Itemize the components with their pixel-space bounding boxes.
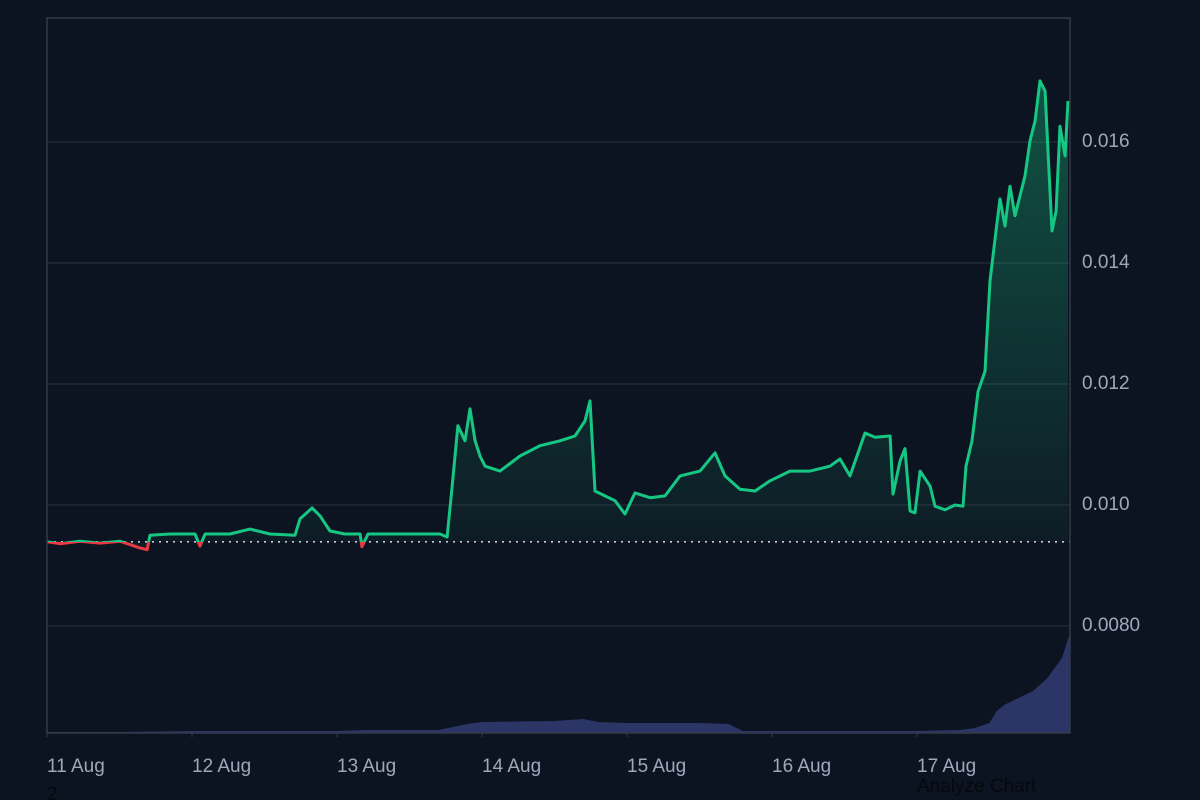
price-line <box>46 79 1070 552</box>
y-tick-label: 0.012 <box>1082 373 1130 394</box>
x-tick-label: 16 Aug <box>772 756 831 777</box>
y-tick-label: 0.010 <box>1082 494 1130 515</box>
x-tick-label: 17 Aug <box>917 756 976 777</box>
x-tick-label: 13 Aug <box>337 756 396 777</box>
y-tick-label: 0.0080 <box>1082 615 1140 636</box>
y-tick-label: 0.014 <box>1082 252 1130 273</box>
plot <box>46 79 1070 552</box>
page-indicator: 2 <box>47 784 58 800</box>
x-tick-label: 11 Aug <box>47 756 105 777</box>
axes: 0.0080 0.010 0.012 0.014 0.016 11 Aug 12 Aug 13… <box>46 131 1140 777</box>
analyze-chart-button[interactable]: Analyze Chart <box>917 776 1037 797</box>
y-tick-label: 0.016 <box>1082 131 1130 152</box>
x-tick-label: 14 Aug <box>482 756 541 777</box>
plot-frame <box>46 17 1071 734</box>
x-tick-label: 15 Aug <box>627 756 686 777</box>
x-tick-label: 12 Aug <box>192 756 251 777</box>
price-area <box>47 80 1068 550</box>
